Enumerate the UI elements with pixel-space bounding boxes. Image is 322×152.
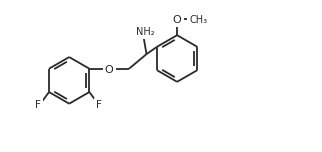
Text: CH₃: CH₃: [189, 15, 207, 25]
Text: O: O: [173, 15, 182, 25]
Text: F: F: [35, 100, 41, 110]
Text: O: O: [105, 65, 114, 75]
Text: F: F: [96, 100, 102, 110]
Text: NH₂: NH₂: [136, 27, 154, 37]
